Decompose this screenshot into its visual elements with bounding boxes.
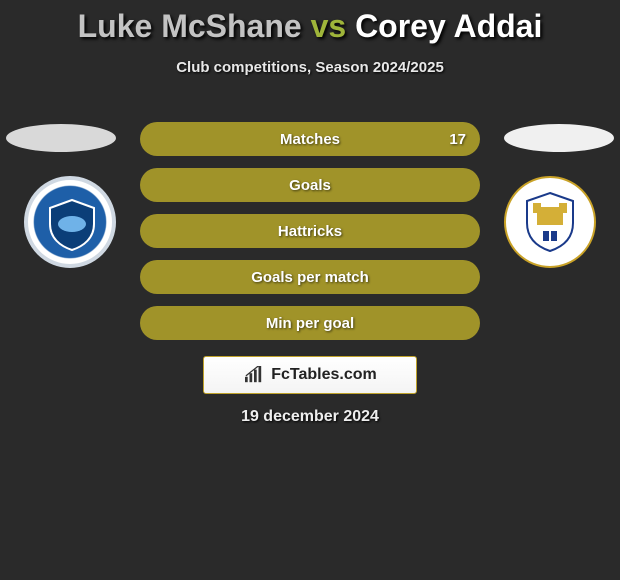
stat-value-right: 17 <box>449 131 466 148</box>
club-crest-right <box>504 176 596 268</box>
branding-label: FcTables.com <box>271 366 377 384</box>
stat-label: Matches <box>280 131 340 148</box>
player1-oval <box>6 124 116 152</box>
stat-label: Goals <box>289 177 331 194</box>
comparison-title: Luke McShane vs Corey Addai <box>0 0 620 45</box>
branding-badge[interactable]: FcTables.com <box>203 356 417 394</box>
player1-name: Luke McShane <box>78 8 302 44</box>
stats-rows: Matches 17 Goals Hattricks Goals per mat… <box>140 122 480 352</box>
snapshot-date: 19 december 2024 <box>0 408 620 426</box>
peterborough-icon <box>42 194 102 254</box>
stat-row-gpm: Goals per match <box>140 260 480 294</box>
player2-oval <box>504 124 614 152</box>
stat-label: Goals per match <box>251 269 369 286</box>
stat-row-mpg: Min per goal <box>140 306 480 340</box>
stockport-icon <box>515 187 585 257</box>
stat-label: Hattricks <box>278 223 342 240</box>
club-crest-left <box>24 176 116 268</box>
player2-name: Corey Addai <box>355 8 542 44</box>
stat-row-matches: Matches 17 <box>140 122 480 156</box>
stat-label: Min per goal <box>266 315 354 332</box>
stat-row-hattricks: Hattricks <box>140 214 480 248</box>
bar-chart-icon <box>243 366 265 384</box>
vs-label: vs <box>311 8 347 44</box>
subtitle: Club competitions, Season 2024/2025 <box>0 59 620 76</box>
stat-row-goals: Goals <box>140 168 480 202</box>
